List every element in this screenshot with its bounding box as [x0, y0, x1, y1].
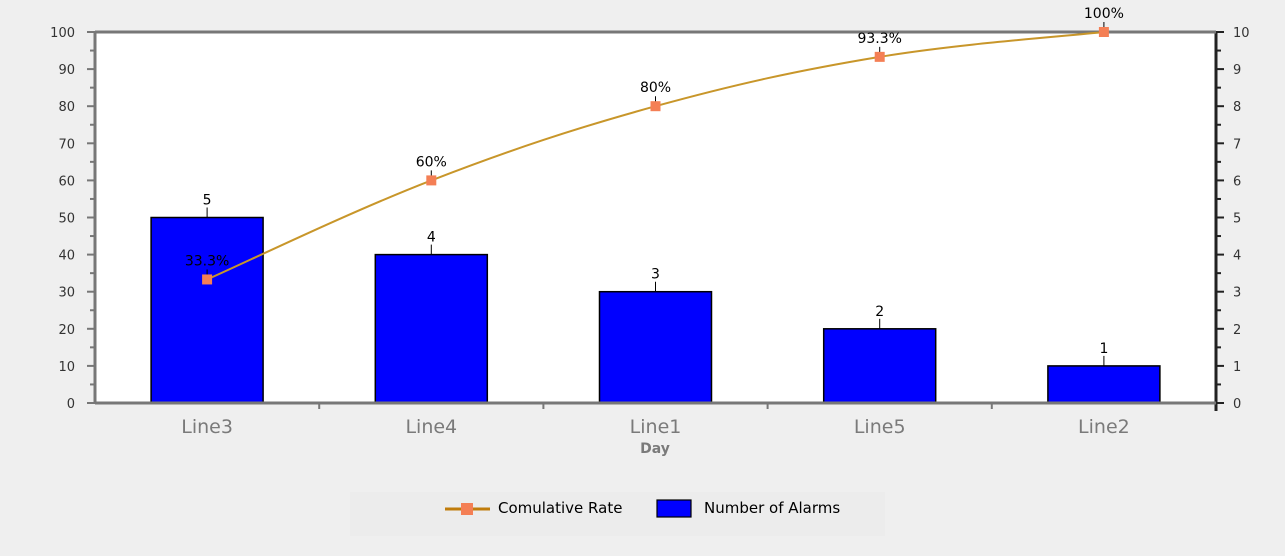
left-tick-label: 20 [58, 323, 75, 338]
bar-value-label: 4 [427, 230, 436, 246]
right-tick-label: 10 [1233, 26, 1250, 41]
cumulative-rate-label: 80% [640, 80, 671, 96]
x-tick-label-Line1: Line1 [630, 416, 682, 438]
right-tick-label: 6 [1233, 174, 1241, 189]
cumulative-rate-label: 33.3% [185, 253, 229, 269]
x-axis-title: Day [640, 441, 670, 457]
right-tick-label: 0 [1233, 397, 1241, 412]
bar-Line5 [822, 328, 937, 404]
cumulative-rate-label: 93.3% [857, 31, 901, 47]
left-tick-label: 100 [50, 26, 75, 41]
left-tick-label: 90 [58, 63, 75, 78]
legend-item-number-of-alarms: Number of Alarms [704, 499, 840, 517]
cumulative-line-layer [202, 22, 1109, 285]
cumulative-rate-point-Line1 [650, 101, 661, 112]
right-tick-label: 2 [1233, 323, 1241, 338]
x-tick-label-Line3: Line3 [181, 416, 233, 438]
cumulative-rate-label: 60% [416, 154, 447, 170]
right-tick-label: 3 [1233, 286, 1241, 301]
cumulative-rate-point-Line4 [426, 175, 437, 186]
legend: Comulative Rate Number of Alarms [350, 492, 885, 536]
right-tick-label: 9 [1233, 63, 1241, 78]
cumulative-rate-label: 100% [1084, 6, 1124, 22]
bar-Line3 [150, 216, 264, 404]
left-tick-label: 60 [58, 174, 75, 189]
axes-layer: 0 10 20 30 40 50 60 70 80 90 100 0 1 2 3 4 5 6 7 8 9 10 Line3 L… [50, 26, 1249, 438]
left-tick-label: 40 [58, 249, 75, 264]
right-tick-label: 4 [1233, 249, 1241, 264]
right-tick-label: 5 [1233, 212, 1241, 227]
x-tick-label-Line2: Line2 [1078, 416, 1130, 438]
right-tick-label: 8 [1233, 100, 1241, 115]
left-tick-label: 50 [58, 212, 75, 227]
bar-Line1 [598, 290, 713, 404]
cumulative-rate-point-Line3 [202, 274, 213, 285]
bar-value-label: 1 [1099, 341, 1108, 357]
left-tick-label: 10 [58, 360, 75, 375]
cumulative-rate-point-Line5 [874, 51, 885, 62]
legend-line-marker-swatch [461, 503, 473, 515]
legend-item-cumulative-rate: Comulative Rate [498, 499, 622, 517]
cumulative-rate-point-Line2 [1098, 27, 1109, 37]
right-tick-label: 1 [1233, 360, 1241, 375]
left-tick-label: 30 [58, 286, 75, 301]
x-tick-label-Line4: Line4 [405, 416, 457, 438]
x-tick-label-Line5: Line5 [854, 416, 906, 438]
legend-bar-swatch [656, 499, 692, 518]
left-tick-label: 80 [58, 100, 75, 115]
bar-value-label: 3 [651, 267, 660, 283]
bar-Line2 [1047, 365, 1161, 404]
left-tick-label: 0 [67, 397, 75, 412]
right-tick-label: 7 [1233, 137, 1241, 152]
bar-value-label: 5 [203, 193, 212, 209]
data-labels-layer: 33.3% 60% 80% 93.3% 100% 5 4 3 2 1 [185, 6, 1124, 366]
legend-box [350, 492, 885, 536]
left-tick-label: 70 [58, 137, 75, 152]
bar-value-label: 2 [875, 304, 884, 320]
bar-Line4 [374, 253, 489, 404]
